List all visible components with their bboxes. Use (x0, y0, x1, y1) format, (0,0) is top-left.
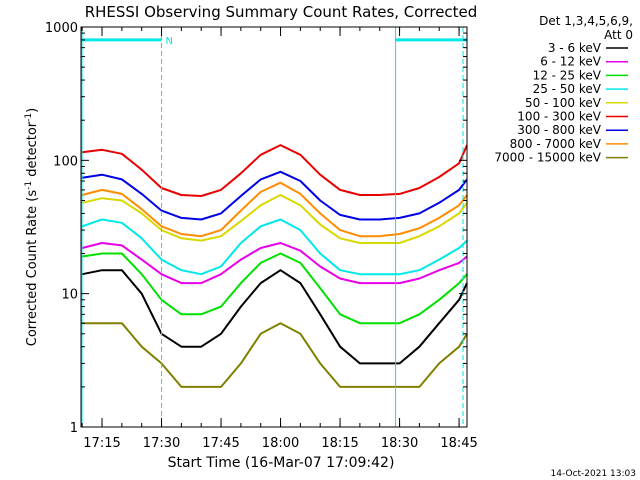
legend-entry-label: 25 - 50 keV (533, 82, 602, 96)
x-tick-label: 17:45 (202, 436, 239, 451)
series-line-7 (81, 181, 468, 238)
series-line-8 (82, 322, 468, 388)
y-axis: 1 10 100 1000 (45, 21, 467, 436)
x-tick-label: 18:15 (321, 436, 358, 451)
legend-entry-label: 3 - 6 keV (548, 41, 602, 55)
y-tick-label: 10 (61, 288, 78, 303)
timestamp: 14-Oct-2021 13:03 (551, 469, 636, 479)
legend-entry-label: 6 - 12 keV (540, 55, 602, 69)
x-axis: 17:15 17:30 17:45 18:00 18:15 18:30 18:45 (81, 27, 478, 451)
x-tick-label: 18:00 (262, 436, 299, 451)
legend-entry-label: 12 - 25 keV (533, 68, 602, 82)
y-tick-label: 100 (53, 154, 78, 169)
y-axis-label-sup2: -1 (24, 113, 34, 122)
x-axis-label: Start Time (16-Mar-07 17:09:42) (168, 455, 395, 471)
y-tick-label: 1000 (45, 21, 78, 36)
overlay-layer: N (81, 27, 467, 427)
series-line-4 (81, 194, 468, 244)
x-tick-label: 17:30 (143, 436, 180, 451)
series-layer (81, 144, 468, 388)
annotation-label: N (166, 36, 173, 47)
y-axis-label-main: Corrected Count Rate (s (25, 190, 40, 347)
plot-frame (80, 26, 468, 428)
y-axis-label-end: ) (25, 108, 40, 113)
series-line-0 (82, 269, 468, 365)
y-axis-label-sup1: -1 (24, 181, 34, 190)
series-line-5 (82, 144, 468, 197)
legend-entry-label: 800 - 7000 keV (510, 137, 602, 151)
legend-entry-label: 50 - 100 keV (525, 96, 602, 110)
legend-entry-label: 300 - 800 keV (517, 123, 601, 137)
series-line-1 (81, 242, 468, 285)
y-axis-label: Corrected Count Rate (s-1 detector-1) (24, 108, 40, 346)
series-line-6 (82, 170, 468, 221)
series-line-3 (81, 218, 468, 276)
chart-title: RHESSI Observing Summary Count Rates, Co… (85, 3, 478, 21)
y-axis-label-mid: detector (25, 121, 40, 181)
y-tick-label: 1 (70, 421, 78, 436)
legend-header-line2: Att 0 (604, 28, 633, 42)
series-line-2 (82, 252, 468, 325)
x-tick-label: 17:15 (83, 436, 120, 451)
x-tick-label: 18:45 (440, 436, 477, 451)
x-tick-label: 18:30 (381, 436, 418, 451)
legend-entry-label: 100 - 300 keV (517, 110, 601, 124)
legend-header-line1: Det 1,3,4,5,6,9, (539, 14, 633, 28)
legend-entry-label: 7000 - 15000 keV (494, 151, 601, 165)
